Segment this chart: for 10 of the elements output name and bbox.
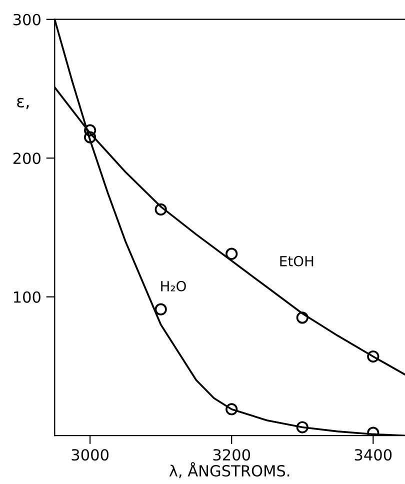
x-tick-label: 3400 — [354, 449, 392, 461]
x-tick-label: 3000 — [72, 449, 108, 461]
y-tick-label: 200 — [13, 152, 40, 164]
annotation: EtOH — [280, 256, 314, 266]
x-tick-label: 3200 — [213, 449, 250, 461]
x-axis-title: λ, ÅNGSTROMS. — [169, 462, 290, 478]
y-tick-label: 100 — [14, 291, 40, 303]
annotation: H₂O — [161, 280, 186, 292]
y-tick-label: 300 — [13, 14, 40, 26]
y-axis-title: ε, — [17, 98, 29, 110]
